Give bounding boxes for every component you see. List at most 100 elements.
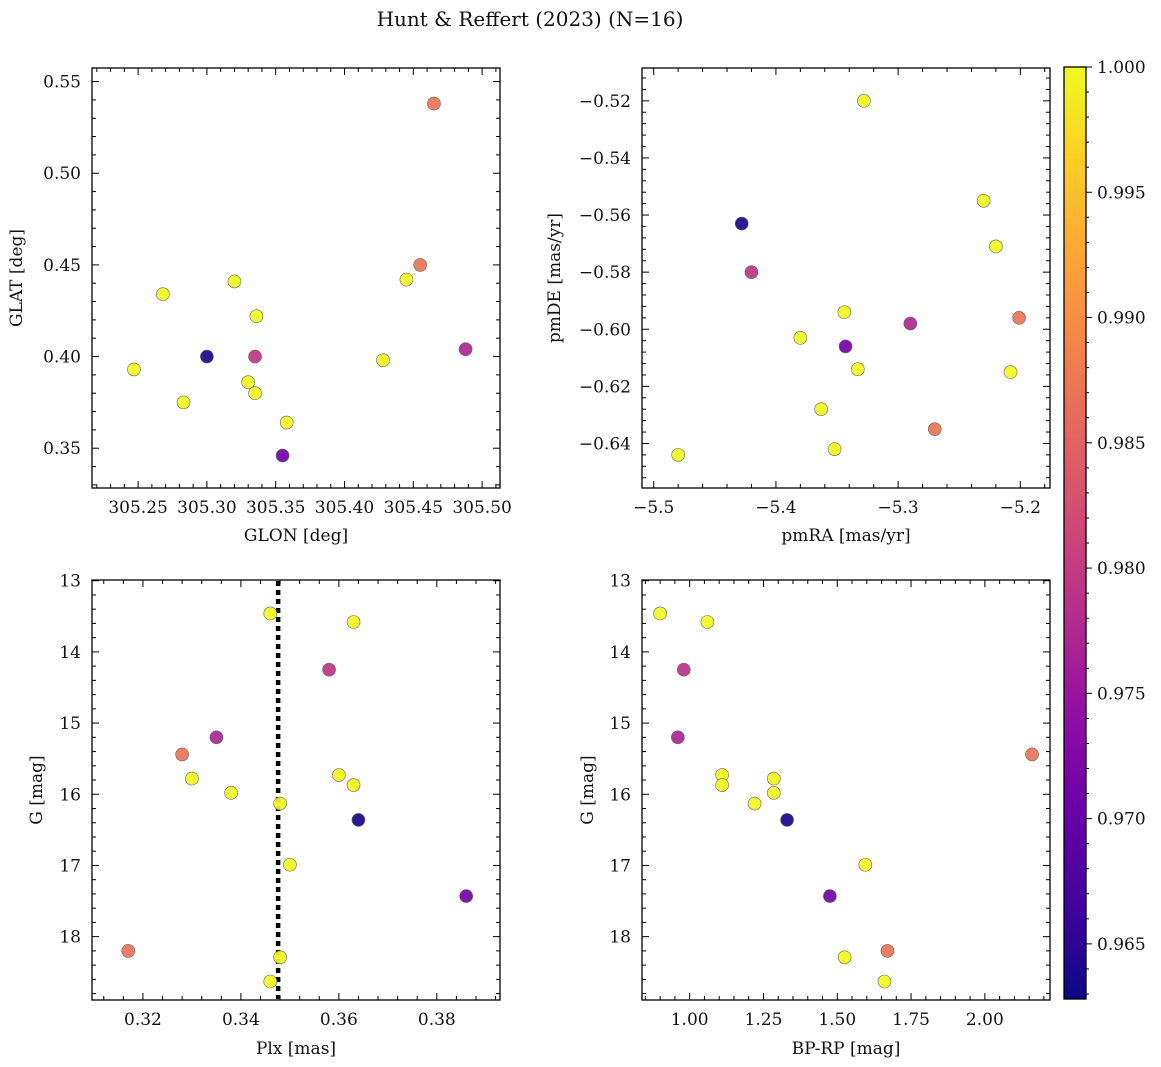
data-point (127, 362, 141, 377)
data-point (263, 606, 278, 621)
y-tick-label: 18 (59, 928, 81, 948)
data-point (176, 395, 191, 410)
data-point (1012, 311, 1026, 325)
plot-area-glon-glat: 305.25 305.30 305.35 305.40 305.45 305.50 0.35… (43, 67, 512, 518)
plot-area-plx-g: 0.32 0.34 0.36 0.38 13 14 15 16 17 18 (59, 572, 501, 1030)
data-point (248, 349, 262, 364)
data-point (903, 316, 918, 331)
y-tick-label: −0.56 (579, 206, 631, 226)
colorbar-tick-label: 0.965 (1097, 935, 1146, 955)
data-point (793, 331, 808, 345)
axes-frame (641, 579, 1051, 1001)
data-point (351, 813, 366, 827)
colorbar-axis: 0.965 0.970 0.975 0.980 0.985 0.990 0.995 1.000 (1086, 58, 1146, 995)
x-tick-label: 2.00 (966, 1010, 1004, 1030)
colorbar-tick-label: 1.000 (1097, 58, 1146, 78)
y-tick-label: 13 (609, 572, 631, 592)
y-tick-label: 14 (59, 643, 81, 663)
data-point (458, 342, 473, 357)
data-point (1025, 747, 1039, 762)
data-point (715, 778, 729, 792)
data-point (880, 944, 895, 958)
data-point (827, 442, 842, 456)
data-point (175, 747, 189, 762)
data-point (927, 422, 942, 436)
data-point (279, 415, 294, 430)
data-point (734, 216, 749, 231)
colorbar-tick-label: 0.975 (1097, 684, 1146, 704)
x-tick-label: 1.75 (892, 1010, 930, 1030)
x-tick-label: 305.30 (177, 498, 236, 518)
colorbar-gradient (1064, 67, 1086, 999)
y-tick-label: 0.45 (43, 256, 81, 276)
colorbar-tick-label: 0.970 (1097, 810, 1146, 830)
y-tick-label: 0.40 (43, 348, 81, 368)
x-tick-label: −5.3 (877, 498, 918, 518)
axes-frame (641, 67, 1051, 489)
data-point (700, 615, 715, 629)
data-point (766, 786, 781, 800)
data-point (413, 258, 427, 272)
x-tick-label: 305.35 (246, 498, 305, 518)
data-point (877, 974, 892, 989)
y-tick-label: 0.35 (43, 439, 81, 459)
y-tick-label: −0.52 (579, 92, 631, 112)
x-tick-label: 1.00 (671, 1010, 709, 1030)
x-tick-label: 305.45 (384, 498, 443, 518)
y-tick-label: 16 (59, 785, 81, 805)
x-tick-label: −5.5 (633, 498, 674, 518)
data-point (399, 272, 414, 287)
data-point (671, 730, 685, 745)
data-point (823, 889, 837, 903)
x-tick-label: 0.36 (320, 1010, 358, 1030)
x-tick-label: 305.40 (315, 498, 374, 518)
x-axis-label: Plx [mas] (256, 1039, 336, 1059)
y-tick-label: −0.64 (579, 434, 631, 454)
y-tick-label: 0.50 (43, 164, 81, 184)
data-point (248, 386, 262, 401)
data-point (676, 662, 691, 677)
panel-plx-g: Plx [mas] G [mag] (27, 755, 336, 1059)
y-tick-label: 0.55 (43, 73, 81, 93)
y-tick-label: 15 (59, 714, 81, 734)
data-point (322, 662, 336, 677)
x-tick-label: 1.25 (745, 1010, 783, 1030)
x-axis-label: BP-RP [mag] (792, 1039, 901, 1059)
plot-area-pmra-pmde: −5.5 −5.4 −5.3 −5.2 −0.64 −0.62 −0.60 −0.58 −0.5… (579, 67, 1051, 518)
colorbar-tick-label: 0.985 (1097, 434, 1146, 454)
data-point (837, 950, 852, 965)
data-point (273, 796, 287, 811)
y-tick-label: −0.60 (579, 320, 631, 340)
data-point (273, 950, 287, 965)
data-point (185, 771, 199, 786)
y-tick-label: 13 (59, 572, 81, 592)
data-point (671, 448, 685, 462)
plot-area-bprp-g: 1.00 1.25 1.50 1.75 2.00 13 14 15 16 17 18 (609, 572, 1051, 1030)
x-axis-label: pmRA [mas/yr] (781, 526, 910, 546)
data-point (837, 305, 852, 319)
x-tick-label: 305.25 (108, 498, 167, 518)
y-tick-label: −0.62 (579, 377, 631, 397)
data-point (459, 889, 474, 903)
data-point (224, 786, 238, 800)
data-point (653, 606, 667, 621)
y-tick-label: 14 (609, 643, 631, 663)
y-axis-label: G [mag] (27, 755, 47, 824)
data-point (332, 768, 346, 782)
y-tick-label: 17 (609, 856, 631, 876)
data-point (241, 375, 255, 390)
data-point (275, 448, 290, 463)
panel-bprp-g: BP-RP [mag] G [mag] (578, 755, 900, 1059)
x-tick-label: −5.2 (1000, 498, 1041, 518)
x-axis-label: GLON [deg] (244, 526, 348, 546)
data-point (976, 193, 991, 208)
data-point (857, 94, 871, 108)
data-point (283, 857, 297, 872)
data-point (850, 362, 865, 377)
data-point (263, 974, 278, 989)
data-point (346, 615, 361, 629)
y-axis-label: pmDE [mas/yr] (545, 213, 565, 343)
x-tick-label: 305.50 (452, 498, 511, 518)
x-tick-label: 0.34 (222, 1010, 260, 1030)
